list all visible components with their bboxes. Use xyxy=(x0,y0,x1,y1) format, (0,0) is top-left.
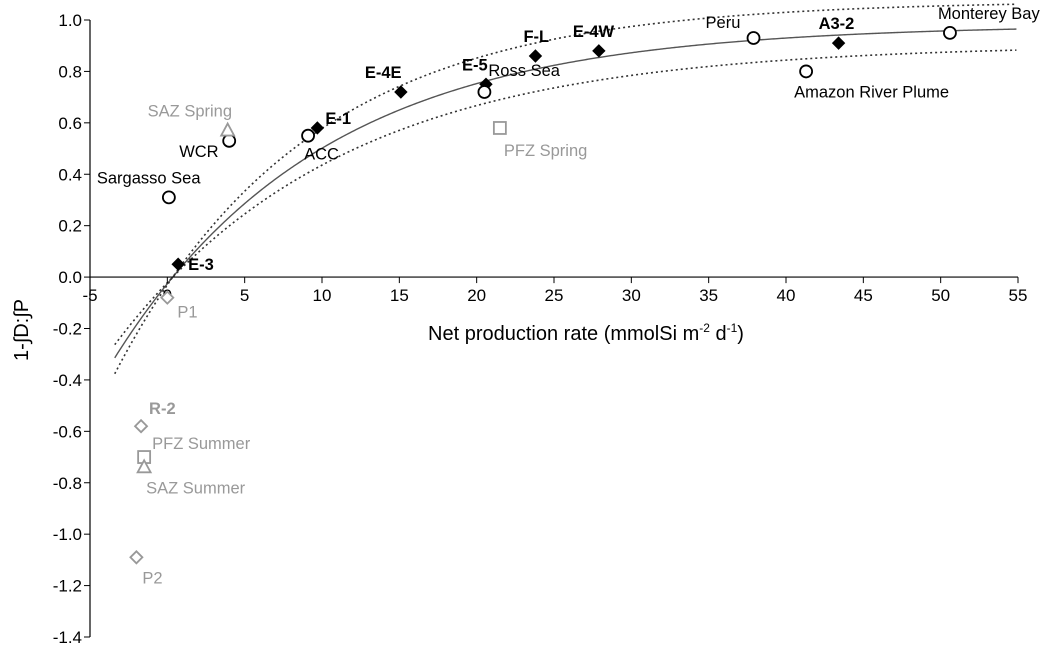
y-tick-label: 0.2 xyxy=(58,217,82,236)
point-marker xyxy=(799,64,814,79)
point-label: WCR xyxy=(179,143,218,161)
point-marker xyxy=(160,290,175,305)
point-label: ACC xyxy=(304,146,339,164)
x-tick-label: 25 xyxy=(545,286,564,305)
point-label: Amazon River Plume xyxy=(794,83,949,101)
point-label: P1 xyxy=(177,304,197,322)
point-label: Monterey Bay xyxy=(938,5,1041,23)
y-tick-label: -0.8 xyxy=(53,474,82,493)
point-label: E-4W xyxy=(573,23,615,41)
point-label: E-3 xyxy=(188,256,214,274)
point-label: SAZ Spring xyxy=(148,103,232,121)
point-label: Sargasso Sea xyxy=(97,169,201,187)
y-tick-label: -1.4 xyxy=(53,628,82,647)
fit-curve-upper xyxy=(114,3,1017,375)
y-tick-label: -1.2 xyxy=(53,577,82,596)
point-marker xyxy=(222,133,237,148)
point-marker xyxy=(492,121,507,135)
point-marker xyxy=(394,85,408,99)
x-axis-label: Net production rate (mmolSi m-2 d-1) xyxy=(428,321,744,345)
point-marker xyxy=(746,31,761,45)
x-tick-label: 10 xyxy=(313,286,332,305)
point-label: P2 xyxy=(142,569,162,587)
x-tick-label: 35 xyxy=(699,286,718,305)
point-marker xyxy=(477,85,492,99)
point-label: E-1 xyxy=(325,110,351,128)
x-tick-label: -5 xyxy=(82,286,97,305)
point-label: PFZ Summer xyxy=(152,435,251,453)
fit-curves xyxy=(114,3,1017,375)
point-marker xyxy=(310,121,325,135)
fit-curve-lower xyxy=(114,49,1017,346)
y-tick-label: -0.6 xyxy=(53,422,82,441)
point-label: Ross Sea xyxy=(488,62,560,80)
x-tick-label: 50 xyxy=(931,286,950,305)
x-tick-label: 15 xyxy=(390,286,409,305)
point-label: PFZ Spring xyxy=(504,142,587,160)
y-tick-label: 0.4 xyxy=(58,165,82,184)
point-label: F-L xyxy=(523,28,549,46)
y-axis-label: 1-∫D:∫P xyxy=(11,299,33,361)
point-marker xyxy=(136,458,153,474)
point-marker xyxy=(171,257,185,271)
y-tick-label: -1.0 xyxy=(53,525,82,544)
point-marker xyxy=(129,550,144,565)
x-tick-label: 40 xyxy=(777,286,796,305)
y-tick-label: -0.2 xyxy=(53,320,82,339)
point-marker xyxy=(831,36,846,50)
x-tick-label: 55 xyxy=(1009,286,1028,305)
point-marker xyxy=(219,121,236,137)
x-tick-label: 5 xyxy=(240,286,249,305)
y-tick-label: 0.0 xyxy=(58,268,82,287)
fit-curve xyxy=(114,28,1017,359)
y-tick-label: 1.0 xyxy=(58,11,82,30)
point-marker xyxy=(528,49,543,63)
y-tick-label: 0.8 xyxy=(58,62,82,81)
y-tick-label: -0.4 xyxy=(53,371,82,390)
y-tick-label: 0.6 xyxy=(58,114,82,133)
data-points xyxy=(129,25,957,565)
x-tick-label: 45 xyxy=(854,286,873,305)
point-label: A3-2 xyxy=(819,15,855,33)
point-labels: E-3 E-1 E-4E E-5 F-L E-4W A3-2 Sargasso Sea WCR A… xyxy=(97,5,1041,587)
point-label: Peru xyxy=(706,14,741,32)
x-tick-label: 30 xyxy=(622,286,641,305)
point-marker xyxy=(943,25,957,40)
point-marker xyxy=(301,128,315,143)
point-label: R-2 xyxy=(149,400,176,418)
point-label: SAZ Summer xyxy=(146,479,246,497)
point-label: E-5 xyxy=(462,56,488,74)
x-tick-label: 20 xyxy=(467,286,486,305)
point-marker xyxy=(161,190,176,205)
axes: -505101520253035404550551.00.80.60.40.20… xyxy=(53,11,1028,647)
point-marker xyxy=(592,44,606,58)
point-label: E-4E xyxy=(365,64,402,82)
point-marker xyxy=(133,418,149,434)
